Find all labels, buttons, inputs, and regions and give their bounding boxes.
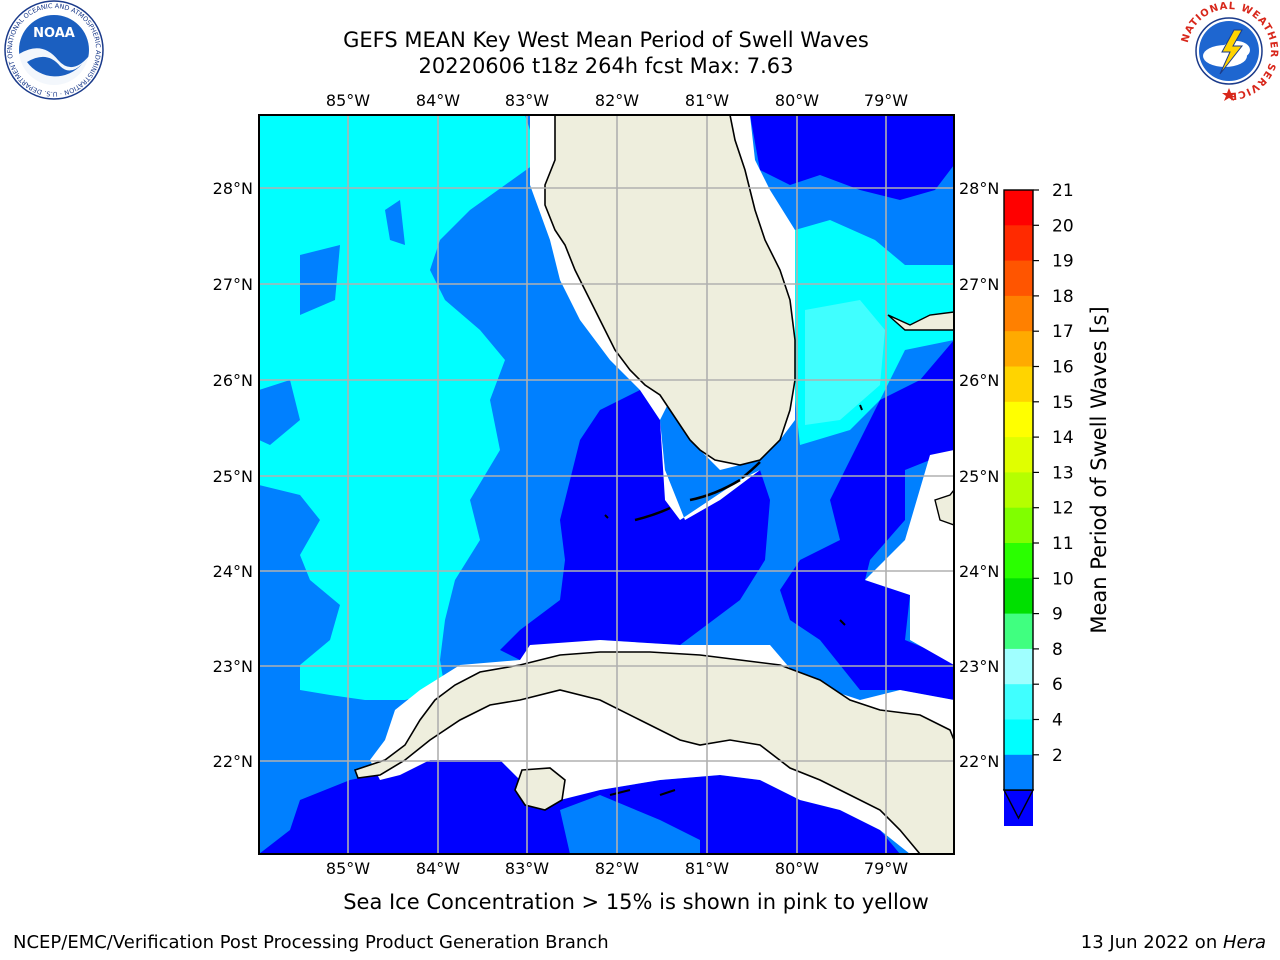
- colorbar-segment: [1004, 472, 1033, 509]
- land-bahamas: [887, 311, 954, 331]
- colorbar-tick-label: 18: [1052, 287, 1074, 307]
- map-area: [259, 115, 954, 854]
- lat-label: 25°N: [213, 467, 253, 486]
- lat-label: 26°N: [959, 371, 999, 390]
- colorbar-tick-label: 4: [1052, 711, 1063, 731]
- colorbar-segment: [1004, 225, 1033, 262]
- swell-band-7-8-east: [805, 300, 885, 425]
- colorbar-segment: [1004, 719, 1033, 756]
- colorbar-label: Mean Period of Swell Waves [s]: [1087, 306, 1111, 633]
- colorbar-segment: [1004, 507, 1033, 544]
- no-data-bahamas-margin: [865, 450, 954, 665]
- colorbar-tick-label: 14: [1052, 428, 1074, 448]
- land-bahamas: [604, 404, 863, 796]
- lat-label: 22°N: [959, 752, 999, 771]
- colorbar-segment: [1004, 190, 1033, 226]
- colorbar-segment: [1004, 684, 1033, 721]
- colorbar-tick-label: 13: [1052, 463, 1074, 483]
- colorbar-tick-label: 8: [1052, 640, 1063, 660]
- lat-label: 27°N: [959, 275, 999, 294]
- colorbar-tick-label: 17: [1052, 322, 1074, 342]
- colorbar-segment: [1004, 613, 1033, 650]
- lat-label: 26°N: [213, 371, 253, 390]
- lon-label: 79°W: [864, 859, 908, 878]
- land-florida: [544, 115, 796, 466]
- colorbar-segment: [1004, 754, 1033, 791]
- lon-label: 81°W: [685, 91, 729, 110]
- chart-subtitle: 20220606 t18z 264h fcst Max: 7.63: [418, 54, 794, 78]
- lat-label: 24°N: [959, 562, 999, 581]
- swell-band-4-6-south-patch: [560, 795, 700, 854]
- map-frame: [258, 114, 955, 855]
- lat-label: 24°N: [213, 562, 253, 581]
- colorbar-segment: [1004, 401, 1033, 438]
- colorbar-tick-label: 12: [1052, 499, 1074, 519]
- colorbar-frame: [1003, 189, 1034, 791]
- colorbar-tick-label: 21: [1052, 181, 1074, 201]
- lat-label: 27°N: [213, 275, 253, 294]
- colorbar-segment: [1004, 648, 1033, 685]
- sea-ice-note: Sea Ice Concentration > 15% is shown in …: [343, 890, 929, 914]
- lat-label: 23°N: [959, 657, 999, 676]
- lon-label: 83°W: [505, 859, 549, 878]
- lat-label: 25°N: [959, 467, 999, 486]
- swell-band-4-6-patch: [385, 200, 405, 245]
- land-bahamas: [934, 488, 954, 526]
- swell-band-4-6-patch: [259, 380, 300, 445]
- colorbar-tick-label: 6: [1052, 675, 1063, 695]
- nws-logo: NATIONAL WEATHER SERVICE: [1180, 1, 1278, 101]
- colorbar-segment: [1004, 295, 1033, 332]
- colorbar-segment: [1004, 578, 1033, 615]
- colorbar-tick-label: 16: [1052, 358, 1074, 378]
- colorbar-segment: [1004, 437, 1033, 473]
- lon-labels-top: 85°W 84°W 83°W 82°W 81°W 80°W 79°W: [326, 91, 908, 110]
- colorbar-tick-label: 9: [1052, 605, 1063, 625]
- colorbar-segment: [1004, 543, 1033, 579]
- noaa-logo-text: NOAA: [33, 26, 75, 41]
- map-gridlines: [259, 115, 954, 854]
- colorbar-segment: [1004, 331, 1033, 368]
- colorbar-tick-label: 20: [1052, 216, 1074, 236]
- colorbar-tick-label: 10: [1052, 569, 1074, 589]
- lon-label: 80°W: [775, 91, 819, 110]
- lon-label: 80°W: [775, 859, 819, 878]
- lon-label: 82°W: [595, 91, 639, 110]
- lon-label: 79°W: [864, 91, 908, 110]
- lon-label: 85°W: [326, 859, 370, 878]
- lat-label: 28°N: [959, 179, 999, 198]
- lon-label: 85°W: [326, 91, 370, 110]
- colorbar-segment: [1004, 260, 1033, 297]
- lat-label: 28°N: [213, 179, 253, 198]
- colorbar-tick-label: 11: [1052, 534, 1074, 554]
- footer-host: Hera: [1222, 932, 1266, 953]
- colorbar-segment: [1004, 366, 1033, 403]
- swell-band-2-4-straits: [500, 390, 770, 660]
- lat-labels-right: 28°N 27°N 26°N 25°N 24°N 23°N 22°N: [959, 179, 999, 771]
- lon-labels-bottom: 85°W 84°W 83°W 82°W 81°W 80°W 79°W: [326, 859, 908, 878]
- swell-band-2-4-atlantic: [750, 115, 954, 200]
- swell-band-2-4-bahamas: [780, 340, 954, 700]
- footer-date: 13 Jun 2022 on Hera: [1081, 932, 1266, 953]
- chart-title: GEFS MEAN Key West Mean Period of Swell …: [343, 28, 869, 52]
- swell-band-4-6-patch: [300, 245, 340, 315]
- lon-label: 82°W: [595, 859, 639, 878]
- lat-labels-left: 28°N 27°N 26°N 25°N 24°N 23°N 22°N: [213, 179, 253, 771]
- lat-label: 22°N: [213, 752, 253, 771]
- lon-label: 81°W: [685, 859, 729, 878]
- noaa-logo: NATIONAL OCEANIC AND ATMOSPHERIC ADMINIS…: [2, 0, 104, 100]
- lon-label: 84°W: [416, 859, 460, 878]
- lon-label: 84°W: [416, 91, 460, 110]
- colorbar: 21 20 19 18 17 16 15 14 13 12 11 10 9 8 6 4 2: [1002, 181, 1074, 826]
- colorbar-tick-label: 15: [1052, 393, 1074, 413]
- footer-date-text: 13 Jun 2022 on: [1080, 932, 1223, 953]
- lon-label: 83°W: [505, 91, 549, 110]
- colorbar-tick-label: 19: [1052, 252, 1074, 272]
- footer-branch: NCEP/EMC/Verification Post Processing Pr…: [13, 932, 609, 953]
- lat-label: 23°N: [213, 657, 253, 676]
- colorbar-tick-label: 2: [1052, 746, 1063, 766]
